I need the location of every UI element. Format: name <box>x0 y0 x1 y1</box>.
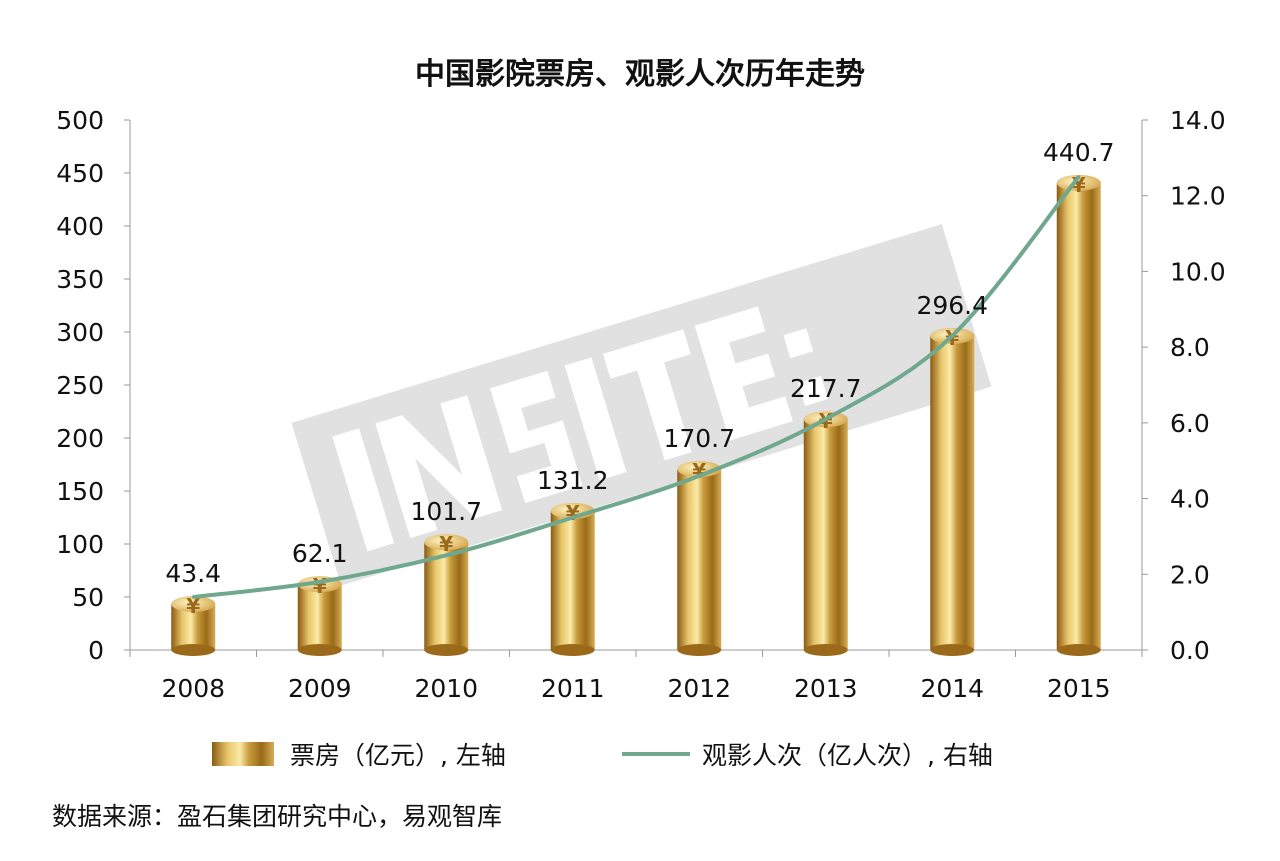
bar-base <box>171 644 216 656</box>
bar-yen-symbol: ¥ <box>439 532 453 556</box>
bar-base <box>930 644 975 656</box>
left-tick-label: 100 <box>56 530 104 559</box>
bar-base <box>550 644 595 656</box>
audience-point <box>571 516 575 519</box>
bar-base <box>1056 644 1101 656</box>
right-tick-label: 4.0 <box>1170 485 1210 514</box>
bar-data-label: 62.1 <box>292 539 348 568</box>
x-tick-label: 2009 <box>288 674 352 703</box>
left-tick-label: 0 <box>88 636 104 665</box>
bar-top <box>171 595 216 612</box>
left-tick-label: 150 <box>56 477 104 506</box>
bar <box>930 335 975 650</box>
legend-line-label: 观影人次（亿人次）, 右轴 <box>702 741 993 770</box>
bar-yen-symbol: ¥ <box>186 594 200 618</box>
audience-point <box>444 553 448 557</box>
right-tick-label: 14.0 <box>1170 106 1226 135</box>
audience-point <box>950 334 954 338</box>
x-tick-label: 2015 <box>1047 674 1111 703</box>
x-tick-label: 2008 <box>161 674 225 703</box>
legend: 票房（亿元）, 左轴 观影人次（亿人次）, 右轴 <box>212 741 993 770</box>
bar-data-label: 217.7 <box>790 374 862 403</box>
bar-base <box>803 644 848 656</box>
right-tick-label: 0.0 <box>1170 636 1210 665</box>
left-tick-label: 400 <box>56 212 104 241</box>
right-tick-label: 8.0 <box>1170 333 1210 362</box>
audience-point <box>824 417 828 421</box>
left-tick-label: 200 <box>56 424 104 453</box>
right-tick-label: 12.0 <box>1170 182 1226 211</box>
right-tick-label: 10.0 <box>1170 257 1226 286</box>
bar-base <box>424 644 469 656</box>
chart-title: 中国影院票房、观影人次历年走势 <box>415 57 865 92</box>
left-tick-label: 300 <box>56 318 104 347</box>
bar <box>297 584 342 650</box>
bar-yen-symbol: ¥ <box>566 501 580 525</box>
bar <box>1056 182 1101 650</box>
x-tick-label: 2010 <box>414 674 478 703</box>
watermark <box>291 224 992 586</box>
bar-data-label: 131.2 <box>537 466 609 495</box>
bar <box>677 469 722 650</box>
audience-point <box>1077 175 1081 179</box>
bar <box>550 510 595 650</box>
bar-data-label: 296.4 <box>916 291 988 320</box>
audience-point <box>191 595 195 599</box>
x-tick-label: 2013 <box>794 674 858 703</box>
left-tick-label: 500 <box>56 106 104 135</box>
left-tick-label: 250 <box>56 371 104 400</box>
bar-base <box>677 644 722 656</box>
left-tick-label: 350 <box>56 265 104 294</box>
bar-data-label: 101.7 <box>410 497 482 526</box>
left-tick-label: 450 <box>56 159 104 188</box>
bar-data-label: 170.7 <box>663 424 735 453</box>
right-tick-label: 2.0 <box>1170 560 1210 589</box>
source-note: 数据来源：盈石集团研究中心，易观智库 <box>52 802 502 831</box>
bar-base <box>297 644 342 656</box>
bar <box>803 419 848 650</box>
x-tick-label: 2011 <box>541 674 605 703</box>
x-tick-label: 2012 <box>667 674 731 703</box>
right-tick-label: 6.0 <box>1170 409 1210 438</box>
bar-data-label: 43.4 <box>165 559 221 588</box>
bar-top <box>1056 174 1101 191</box>
legend-bar-swatch <box>212 742 274 766</box>
left-tick-label: 50 <box>72 583 104 612</box>
legend-bar-label: 票房（亿元）, 左轴 <box>290 741 506 770</box>
x-tick-label: 2014 <box>920 674 984 703</box>
watermark-letter-shapes <box>332 306 828 552</box>
audience-point <box>318 580 322 584</box>
bar-yen-symbol: ¥ <box>313 574 327 598</box>
bar-data-label: 440.7 <box>1043 138 1115 167</box>
audience-point <box>697 474 701 478</box>
bar-top <box>424 534 469 551</box>
